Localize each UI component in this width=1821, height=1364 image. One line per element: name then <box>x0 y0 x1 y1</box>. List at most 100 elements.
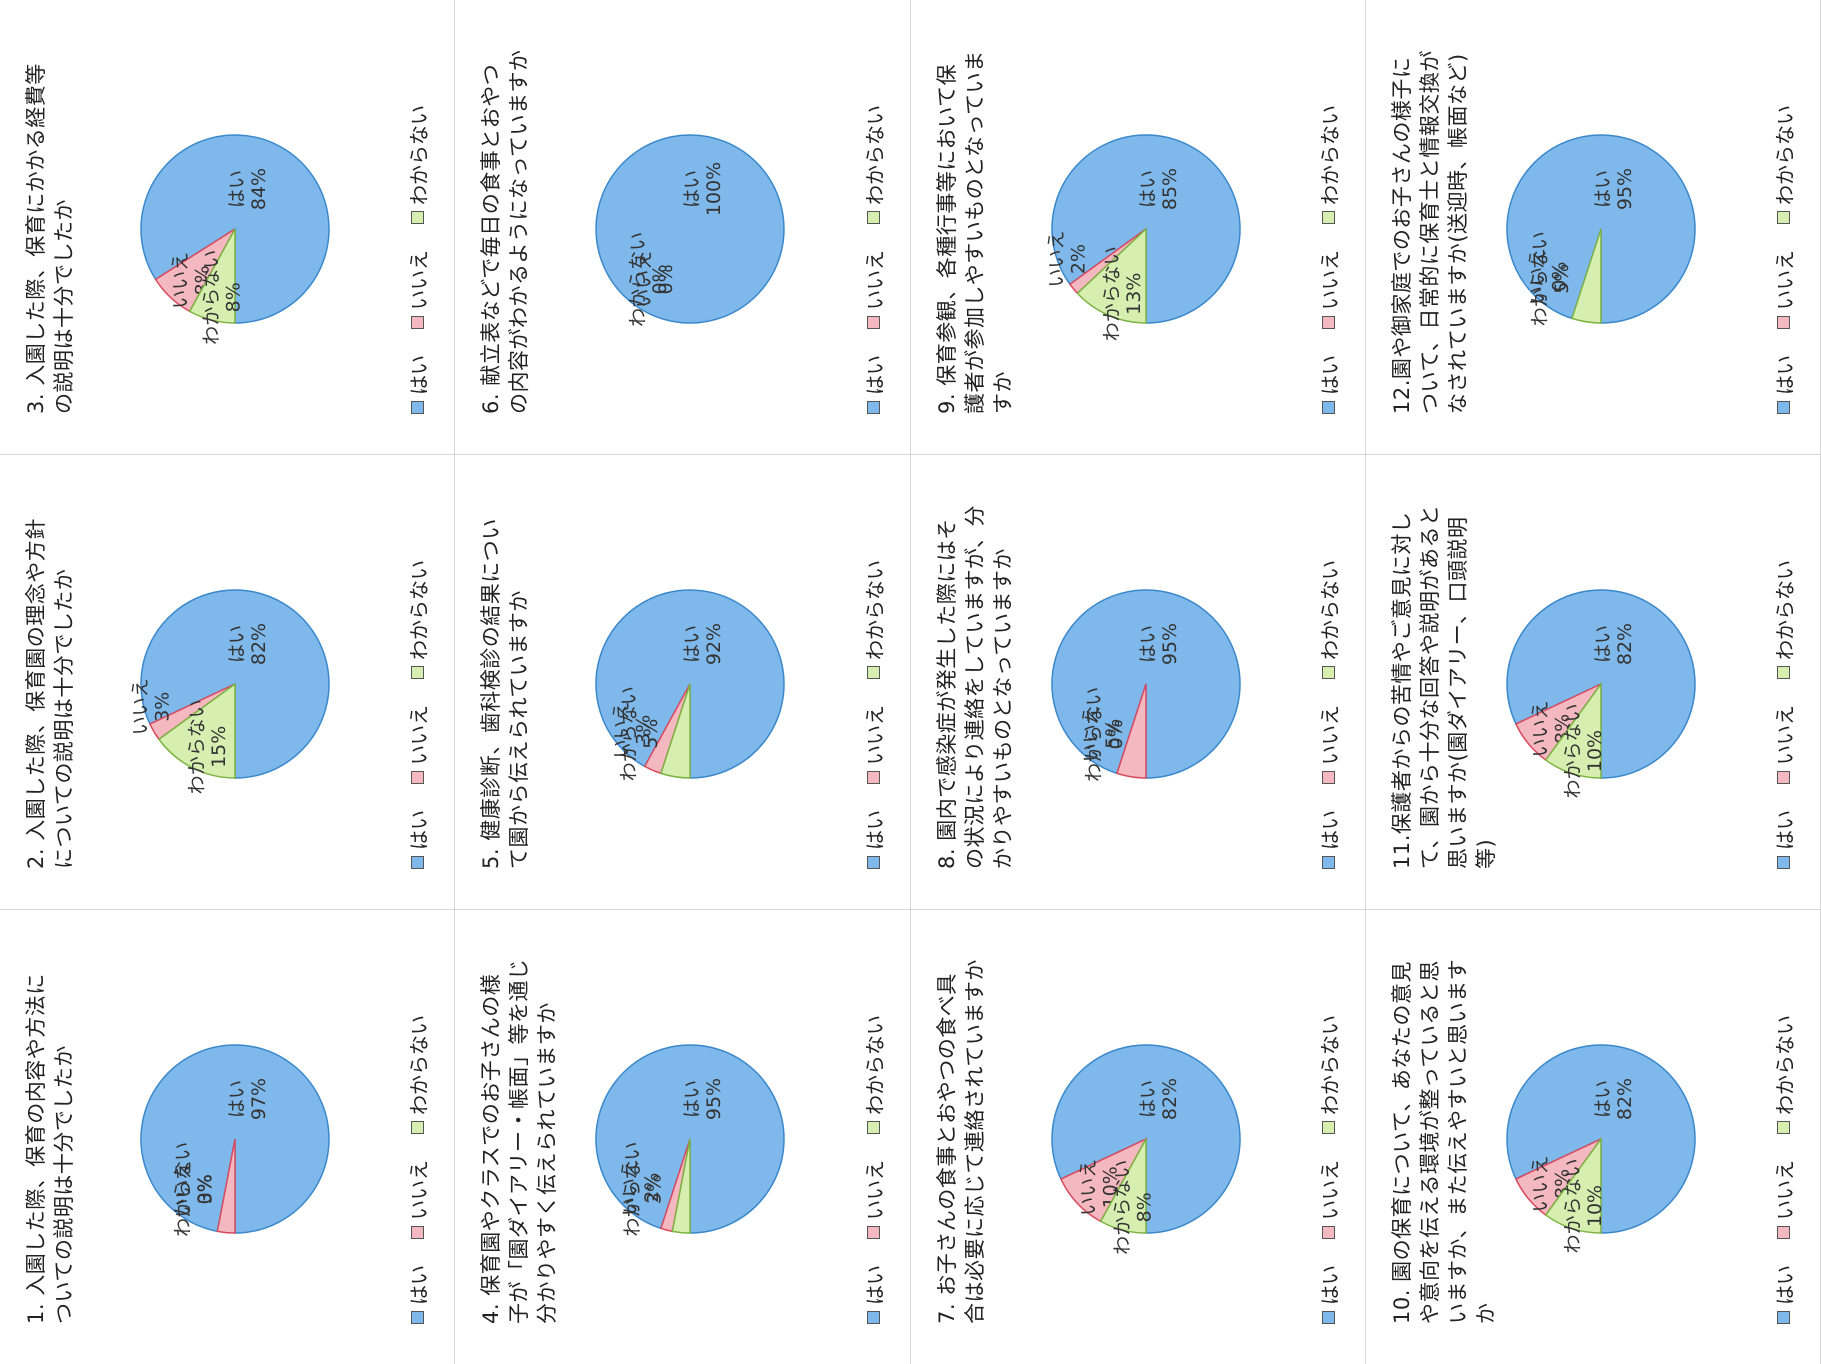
legend-label: いいえ <box>1317 250 1342 310</box>
slice-percent: 2% <box>641 1173 663 1203</box>
legend-label: わからない <box>407 560 432 660</box>
slice-category: はい <box>1137 625 1159 663</box>
slice-label-unknown: わからない10% <box>1562 703 1606 798</box>
slice-category: わからない <box>1562 703 1584 798</box>
legend-label: いいえ <box>862 250 887 310</box>
legend-item-yes: はい <box>1769 1265 1798 1324</box>
legend-label: いいえ <box>1773 1160 1797 1220</box>
legend-item-yes: はい <box>859 1265 888 1324</box>
legend: はい いいえ わからない <box>859 1015 888 1324</box>
slice-percent: 0% <box>655 264 677 294</box>
pie-chart: はい84% いいえ 8%わからない8% <box>140 134 330 345</box>
legend-swatch <box>1777 1121 1790 1134</box>
slice-percent: 13% <box>1123 273 1145 315</box>
slice-percent: 85% <box>1159 168 1181 210</box>
pie-chart: はい82%いいえ8%わからない10% <box>1506 589 1696 799</box>
pie-slice-unknown <box>1099 1138 1147 1234</box>
slice-category: はい <box>1592 1080 1614 1118</box>
legend-label: わからない <box>407 105 432 205</box>
slice-category: いいえ <box>1529 700 1551 757</box>
pie-chart: はい82%いいえ10%わからない8% <box>1050 1044 1241 1255</box>
slice-category: はい <box>226 625 248 663</box>
slice-label-yes: はい95% <box>1592 168 1636 210</box>
legend-item-no: いいえ <box>403 250 432 329</box>
legend-swatch <box>866 856 880 869</box>
slice-label-no: いいえ5% <box>1080 705 1124 762</box>
legend-swatch <box>1321 771 1335 784</box>
legend-swatch <box>411 1121 425 1134</box>
pie-slice-yes <box>1050 1044 1241 1234</box>
legend-item-yes: はい <box>1314 1265 1343 1324</box>
slice-percent: 3% <box>644 1174 666 1204</box>
legend-swatch <box>411 666 425 679</box>
legend: はい いいえ わからない <box>859 105 888 414</box>
chart-cell: 12.園や御家庭でのお子さんの様子について、日常的に保育士と情報交換がなされてい… <box>1365 0 1821 454</box>
legend-label: いいえ <box>1773 705 1797 765</box>
legend-swatch <box>866 666 880 679</box>
legend-label: いいえ <box>1317 1160 1342 1220</box>
pie-slice-no <box>1115 683 1147 779</box>
legend-item-no: いいえ <box>1769 705 1798 784</box>
pie-chart: はい82%いいえ8%わからない10% <box>1506 1044 1696 1254</box>
legend-swatch <box>411 401 425 414</box>
slice-category: いいえ <box>170 252 192 309</box>
slice-label-yes: はい85% <box>1137 168 1181 210</box>
legend-item-unknown: わからない <box>1314 105 1343 224</box>
slice-category: わからない <box>1562 1158 1584 1253</box>
legend-swatch <box>1777 211 1790 224</box>
slice-label-unknown: わからない13% <box>1101 246 1145 341</box>
legend-item-no: いいえ <box>1769 1160 1798 1239</box>
legend-label: わからない <box>1773 1015 1797 1115</box>
slice-category: いいえ <box>173 1161 195 1218</box>
legend-swatch <box>1321 316 1335 329</box>
legend-swatch <box>1777 1226 1790 1239</box>
chart-cell: 8. 園内で感染症が発生した際にはその状況により連絡をしていますが、分かりやすい… <box>910 454 1366 909</box>
legend-item-no: いいえ <box>1769 250 1798 329</box>
legend-item-unknown: わからない <box>1314 1015 1343 1134</box>
legend-swatch <box>1321 1226 1335 1239</box>
legend-item-unknown: わからない <box>1769 560 1798 679</box>
legend-label: はい <box>1773 810 1797 850</box>
slice-category: いいえ <box>619 1159 641 1216</box>
legend-item-unknown: わからない <box>403 1015 432 1134</box>
slice-percent: 10% <box>1584 1185 1606 1227</box>
legend-item-no: いいえ <box>403 705 432 784</box>
chart-cell: 11.保護者からの苦情やご意見に対して、園から十分な回答や説明があると思いますか… <box>1365 454 1821 909</box>
slice-label-yes: はい97% <box>226 1078 270 1120</box>
chart-cell: 6. 献立表などで毎日の食事とおやつの内容がわかるようになっていますか はい100… <box>455 0 911 454</box>
slice-category: はい <box>226 1080 248 1118</box>
slice-percent: 8% <box>1133 1192 1155 1222</box>
legend-label: わからない <box>862 1015 887 1115</box>
slice-label-no: いいえ3% <box>130 678 174 735</box>
legend-label: はい <box>862 1265 887 1305</box>
slice-percent: 84% <box>248 168 270 210</box>
slice-label-unknown: わからない0% <box>627 232 671 327</box>
chart-cell: 10. 園の保育について、あなたの意見や意向を伝える環境が整っていると思いますか… <box>1365 909 1821 1364</box>
legend-item-unknown: わからない <box>1769 1015 1798 1134</box>
slice-category: いいえ <box>611 701 633 758</box>
legend-label: わからない <box>862 105 887 205</box>
slice-percent: 92% <box>703 623 725 665</box>
legend-item-yes: はい <box>1769 355 1798 414</box>
legend-item-yes: はい <box>403 355 432 414</box>
legend-label: いいえ <box>407 1160 432 1220</box>
legend-label: わからない <box>1317 105 1342 205</box>
slice-category: わからない <box>172 1142 194 1237</box>
chart-cell: 7. お子さんの食事とおやつの食べ具合は必要に応じて連絡されていますか はい82%… <box>910 909 1366 1364</box>
pie-chart: はい95% いいえ5%わからない0% <box>1050 589 1241 782</box>
slice-label-yes: はい82% <box>226 623 270 665</box>
slice-category: いいえ <box>1077 1159 1099 1216</box>
legend-item-yes: はい <box>1314 810 1343 869</box>
slice-category: わからない <box>618 686 640 781</box>
legend: はい いいえ わからない <box>403 105 432 414</box>
legend-label: わからない <box>407 1015 432 1115</box>
legend-swatch <box>1777 401 1790 414</box>
pie-chart: はい100%いいえ0%わからない0% <box>595 134 785 327</box>
slice-label-unknown: わからない0% <box>172 1142 216 1237</box>
legend-item-yes: はい <box>403 1265 432 1324</box>
slice-label-unknown: わからない5% <box>1529 231 1573 326</box>
pie-chart: はい97%いいえ3%わからない0% <box>140 1044 330 1237</box>
legend-swatch <box>411 771 425 784</box>
legend-label: はい <box>862 355 887 395</box>
